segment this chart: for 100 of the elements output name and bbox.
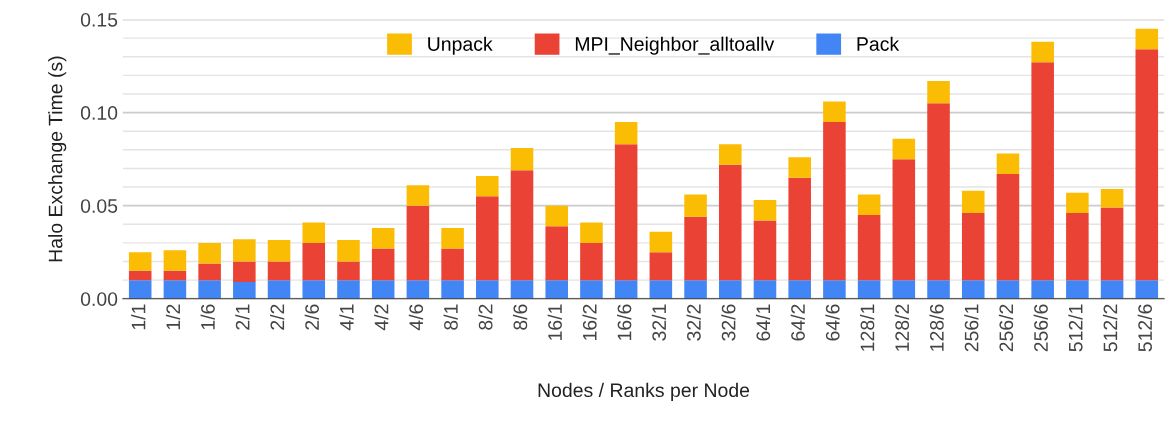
bar [337, 261, 360, 281]
x-tick-label: 8/6 [512, 304, 528, 330]
bar [510, 280, 534, 299]
bar [961, 280, 985, 299]
x-tick-label: 1/2 [165, 304, 181, 330]
x-tick-label: 2/6 [304, 304, 319, 330]
bar [128, 270, 152, 281]
x-tick-label: 2/1 [235, 304, 250, 330]
bar [580, 242, 603, 281]
bar [128, 252, 152, 271]
bar [753, 220, 777, 281]
bar [163, 280, 187, 299]
bar [1135, 49, 1159, 281]
bar [198, 280, 221, 299]
bar [788, 177, 811, 281]
bar [927, 280, 950, 299]
bar [961, 213, 985, 281]
bar [649, 252, 673, 281]
x-tick-label: 32/1 [651, 304, 667, 341]
bar [163, 250, 187, 271]
bar [857, 194, 881, 215]
bar [302, 280, 326, 299]
bar [823, 280, 846, 299]
bar [788, 280, 811, 299]
bar [302, 242, 326, 281]
legend-label: MPI_Neighbor_alltoallv [575, 36, 775, 55]
bar [163, 270, 187, 281]
bar [1100, 207, 1124, 281]
bar [788, 157, 811, 178]
x-tick-label: 128/6 [929, 304, 944, 351]
bar [1100, 280, 1124, 299]
bar [1135, 28, 1159, 50]
x-tick-label: 4/6 [408, 304, 424, 331]
x-tick-label: 256/1 [964, 304, 979, 352]
bar [441, 248, 464, 281]
bar [1066, 192, 1089, 214]
x-tick-label: 128/1 [860, 304, 875, 351]
bar [406, 280, 430, 299]
bar [718, 280, 742, 299]
x-tick-label: 1/6 [200, 304, 215, 330]
bar [684, 194, 707, 217]
bar [337, 240, 360, 262]
bar [1135, 280, 1159, 299]
x-tick-label: 16/6 [617, 304, 632, 340]
bar [476, 280, 499, 299]
x-tick-label: 512/1 [1068, 304, 1083, 352]
bar [718, 164, 742, 281]
bar [441, 228, 464, 249]
bar [371, 280, 395, 299]
bar [1031, 62, 1054, 281]
bar [233, 282, 256, 299]
bar [753, 280, 777, 299]
bar [233, 261, 256, 283]
x-tick-label: 256/2 [998, 304, 1014, 352]
bar [545, 280, 569, 299]
y-axis-title: Halo Exchange Time (s) [48, 56, 67, 262]
bar [1100, 188, 1124, 208]
x-tick-label: 512/2 [1103, 304, 1118, 352]
bar [996, 280, 1020, 299]
bar [580, 280, 603, 299]
x-axis-title: Nodes / Ranks per Node [538, 382, 750, 401]
bar [857, 280, 881, 299]
x-tick-label: 2/2 [269, 304, 285, 330]
bar [580, 222, 603, 243]
x-tick-label: 32/2 [686, 304, 701, 341]
bar [614, 144, 638, 281]
bar [892, 280, 916, 299]
bar [996, 153, 1020, 175]
x-tick-label: 4/2 [374, 304, 389, 331]
y-tick-label: 0.15 [80, 12, 118, 27]
bar [684, 280, 707, 299]
bar [1031, 280, 1054, 299]
bar [233, 239, 256, 262]
bar [961, 190, 985, 214]
y-tick-label: 0.00 [80, 292, 118, 307]
bar [892, 138, 916, 160]
bar [823, 101, 846, 122]
bar [545, 226, 569, 281]
bar [128, 280, 152, 299]
x-tick-label: 256/6 [1033, 304, 1048, 352]
bar [927, 103, 950, 281]
legend-label: Unpack [428, 36, 493, 55]
bar [267, 280, 291, 299]
bar [1066, 213, 1089, 281]
x-tick-label: 16/1 [547, 304, 562, 340]
bar [510, 147, 534, 171]
bar [614, 121, 638, 145]
bar [892, 159, 916, 281]
bar [1066, 280, 1089, 299]
bar [371, 228, 395, 249]
x-tick-label: 64/2 [790, 304, 805, 341]
bar [476, 175, 499, 197]
bar [406, 205, 430, 281]
bar [1031, 41, 1054, 63]
bar [857, 214, 881, 281]
bar [371, 248, 395, 281]
x-tick-label: 1/1 [131, 304, 146, 330]
bar [614, 280, 638, 299]
bar [406, 185, 430, 206]
x-tick-label: 32/6 [721, 304, 736, 341]
